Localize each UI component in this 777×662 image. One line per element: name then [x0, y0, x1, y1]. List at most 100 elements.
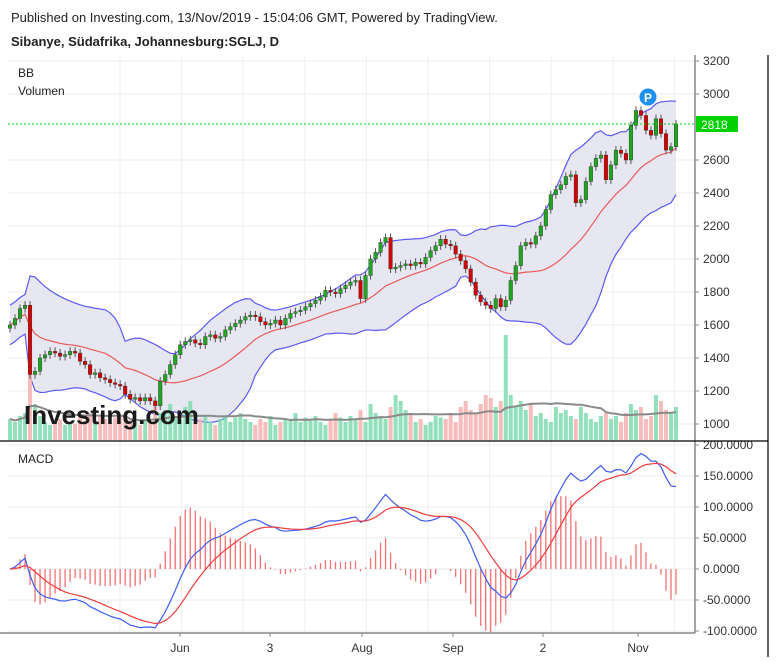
macd-tick-label: -50.0000	[703, 593, 751, 607]
candle	[318, 296, 323, 301]
volume-bar	[343, 422, 348, 440]
candle	[573, 174, 578, 204]
price-tick-label: 3000	[703, 87, 730, 101]
volume-bar	[238, 413, 243, 440]
candle	[253, 314, 258, 317]
candle	[18, 308, 23, 319]
volume-bar	[578, 407, 583, 440]
candle	[328, 290, 333, 293]
legend-macd[interactable]: MACD	[18, 452, 54, 466]
candle	[483, 301, 488, 306]
volume-bar	[523, 410, 528, 440]
volume-bar	[638, 407, 643, 440]
volume-bar	[333, 413, 338, 440]
candle	[278, 319, 283, 326]
macd-tick-label: 50.0000	[703, 531, 747, 545]
candle	[153, 400, 158, 407]
candle	[83, 361, 88, 365]
legend-volume[interactable]: Volumen	[18, 84, 65, 98]
volume-bar	[243, 419, 248, 440]
candle	[213, 334, 218, 339]
candle	[583, 181, 588, 200]
volume-bar	[323, 425, 328, 440]
candle	[168, 364, 173, 375]
volume-bar	[468, 410, 473, 440]
candle	[578, 199, 583, 204]
candle	[608, 164, 613, 180]
volume-bar	[393, 395, 398, 440]
volume-bar	[533, 416, 538, 440]
candle	[428, 250, 433, 258]
volume-bar	[603, 413, 608, 440]
candle	[163, 374, 168, 382]
candle	[528, 242, 533, 245]
volume-bar	[438, 417, 443, 440]
candle	[563, 176, 568, 185]
candle	[588, 166, 593, 182]
volume-bar	[558, 413, 563, 440]
volume-bar	[368, 404, 373, 440]
candle	[48, 351, 53, 355]
volume-bar	[168, 404, 173, 440]
volume-bar	[218, 419, 223, 440]
candle	[343, 285, 348, 289]
volume-bar	[113, 417, 118, 440]
volume-bar	[458, 407, 463, 440]
volume-bar	[313, 416, 318, 440]
investing-logo: Investing.com	[24, 400, 199, 430]
volume-bar	[143, 419, 148, 440]
volume-bar	[488, 398, 493, 440]
volume-bar	[18, 416, 23, 440]
candle	[63, 354, 68, 357]
candle	[508, 280, 513, 301]
volume-bar	[563, 410, 568, 440]
time-tick-label: Jun	[170, 641, 189, 655]
legend-bb[interactable]: BB	[18, 66, 35, 80]
candle	[403, 263, 408, 266]
candle	[233, 323, 238, 327]
candle	[358, 280, 363, 299]
candle	[378, 242, 383, 253]
volume-bar	[23, 413, 28, 440]
volume-bar	[613, 416, 618, 440]
volume-bar	[428, 422, 433, 440]
volume-bar	[268, 416, 273, 440]
candle	[368, 258, 373, 276]
candle	[193, 339, 198, 344]
volume-bar	[328, 419, 333, 440]
candle	[158, 380, 163, 407]
price-tick-label: 3200	[703, 54, 730, 68]
candle	[298, 309, 303, 312]
volume-bar	[233, 417, 238, 440]
candle	[73, 351, 78, 354]
volume-bar	[73, 423, 78, 440]
volume-bar	[88, 413, 93, 440]
candle	[178, 344, 183, 355]
candle	[548, 194, 553, 210]
volume-bar	[643, 419, 648, 440]
candle	[653, 118, 658, 136]
volume-bar	[298, 422, 303, 440]
volume-bar	[478, 404, 483, 440]
volume-bar	[318, 422, 323, 440]
candle	[303, 306, 308, 311]
candle	[363, 275, 368, 299]
volume-bar	[628, 404, 633, 440]
price-tick-label: 2000	[703, 252, 730, 266]
price-tick-label: 1800	[703, 285, 730, 299]
candle	[33, 371, 38, 375]
candle	[348, 281, 353, 286]
volume-bar	[618, 422, 623, 440]
volume-bar	[418, 419, 423, 440]
volume-bar	[93, 422, 98, 440]
volume-bar	[28, 360, 33, 440]
volume-bar	[543, 419, 548, 440]
candle	[263, 321, 268, 326]
candle	[28, 305, 33, 375]
candle	[388, 237, 393, 270]
volume-bar	[383, 419, 388, 440]
candle	[353, 280, 358, 283]
instrument-title: Sibanye, Südafrika, Johannesburg:SGLJ, D	[11, 34, 280, 49]
